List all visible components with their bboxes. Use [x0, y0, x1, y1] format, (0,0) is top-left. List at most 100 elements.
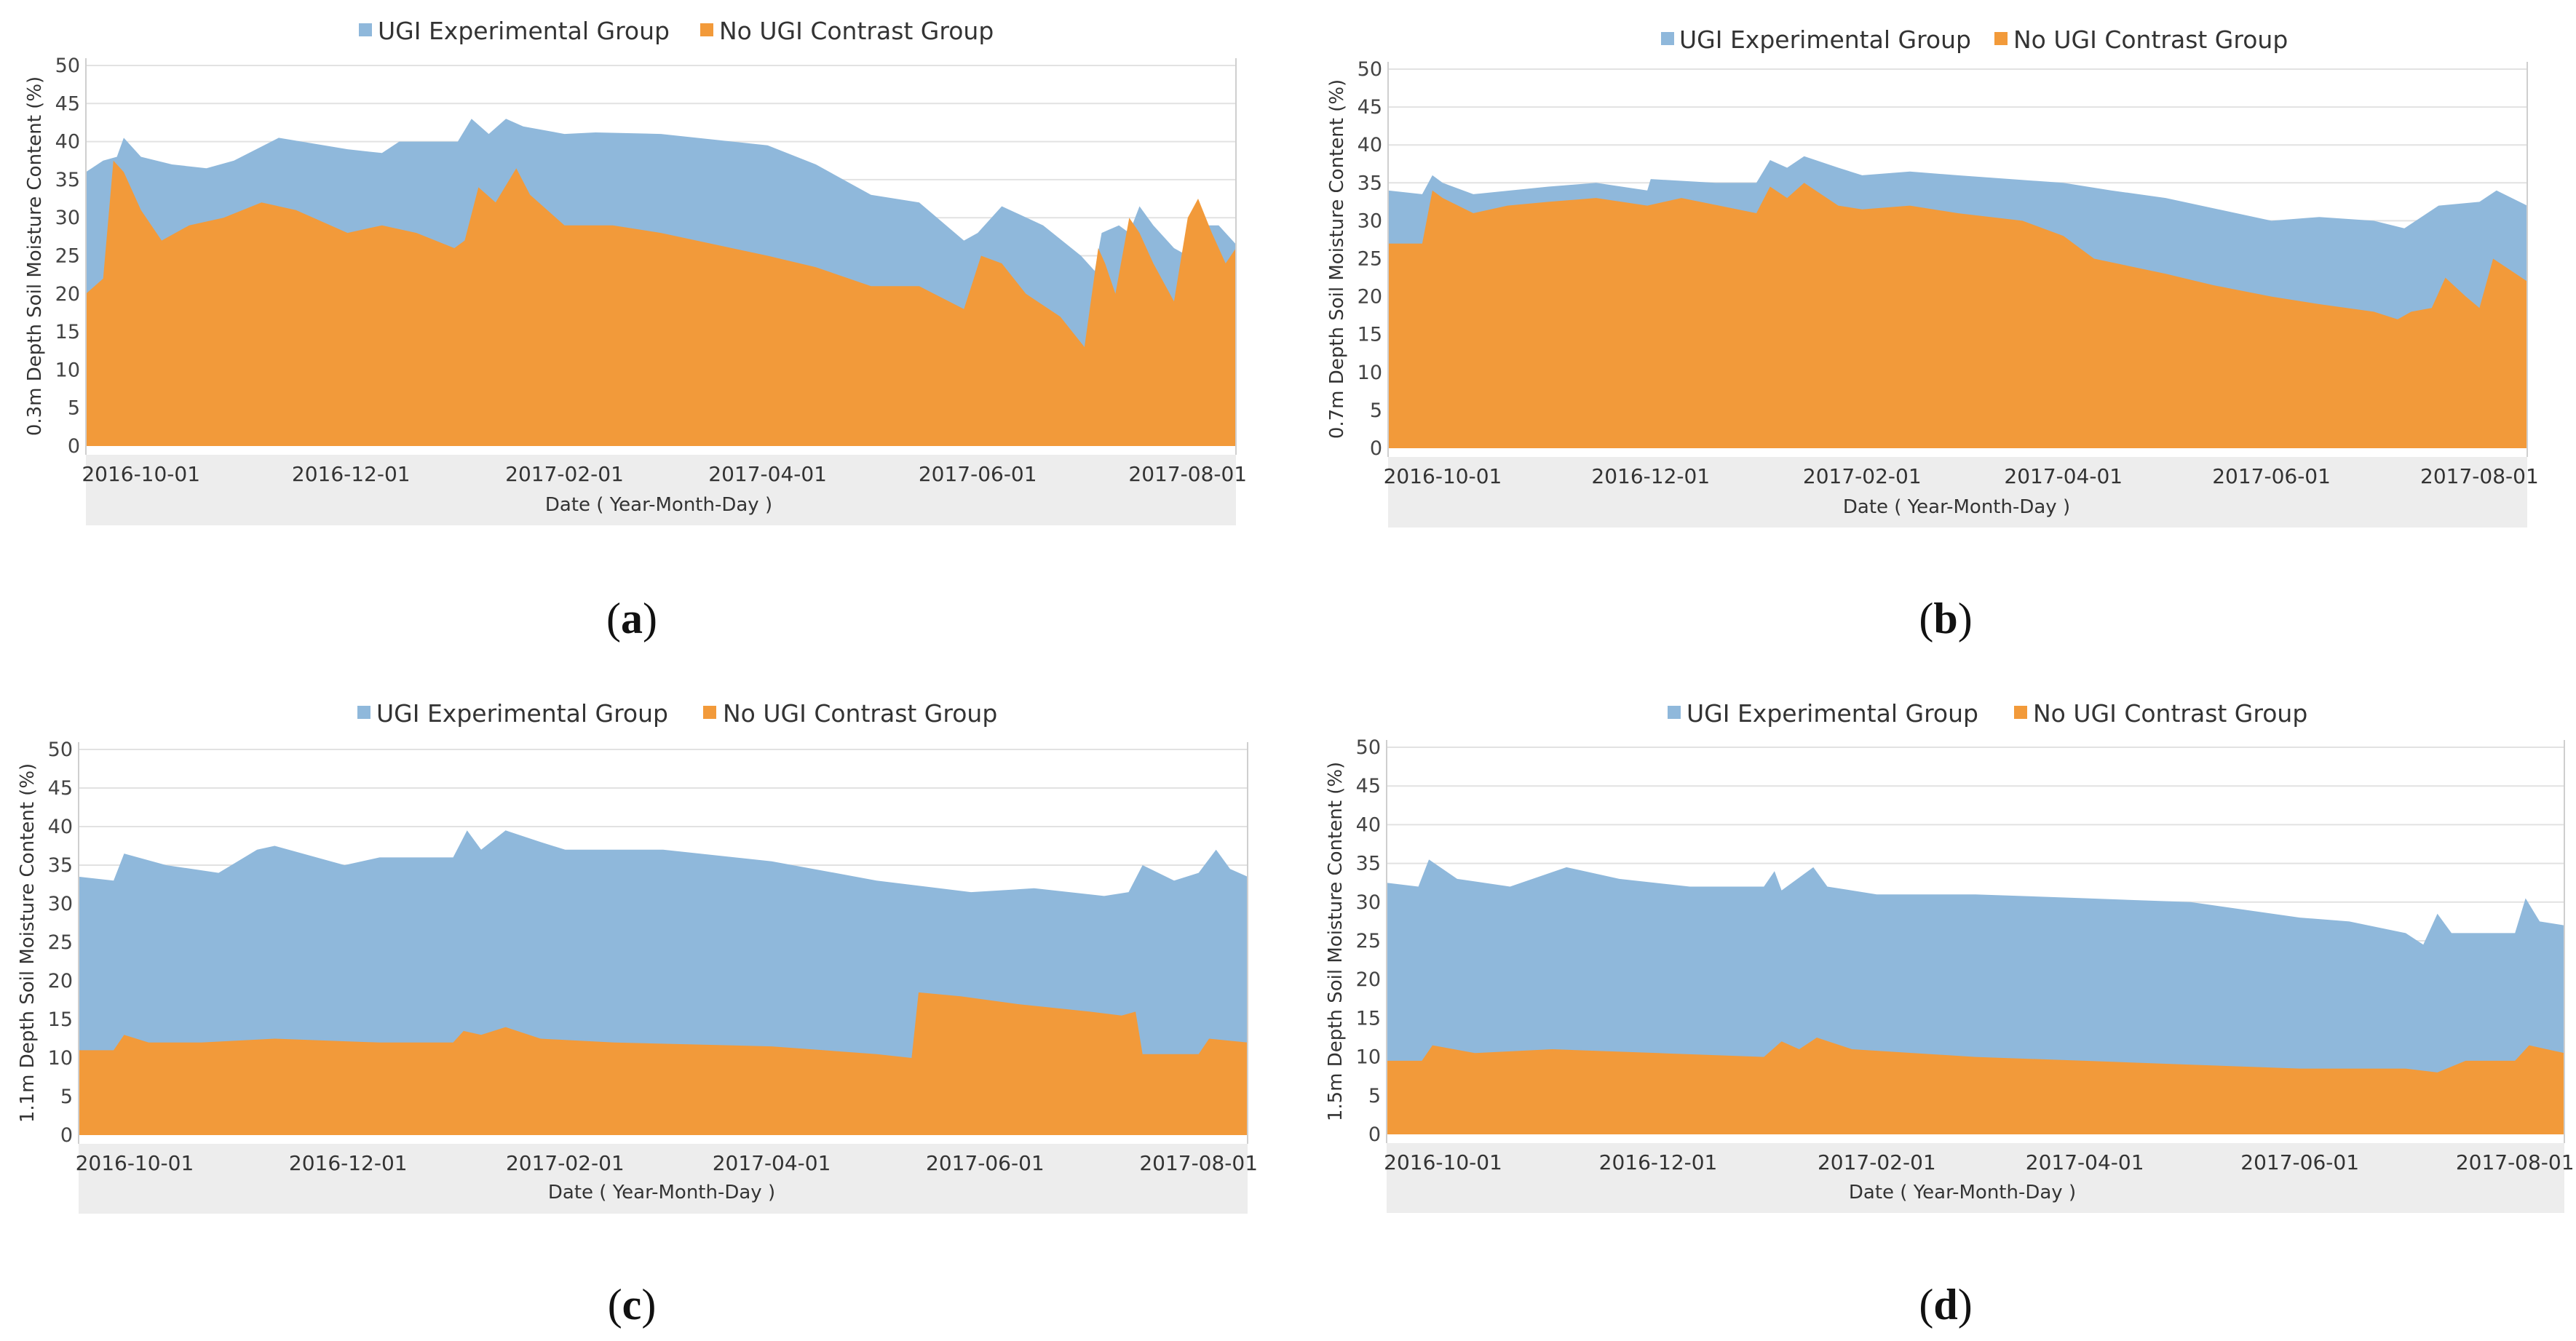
y-tick-label: 5 — [68, 397, 80, 420]
y-tick-label: 30 — [48, 893, 73, 915]
x-tick-labels: 2016-10-01 2016-12-01 2017-02-01 2017-04-01… — [82, 462, 1247, 486]
legend-label-contrast: No UGI Contrast Group — [2033, 699, 2307, 728]
area-contrast-group — [79, 992, 1248, 1135]
y-tick-label: 10 — [55, 359, 80, 381]
y-tick-labels: 0 5 10 15 20 25 30 35 40 45 50 — [48, 739, 73, 1147]
series-layer — [1387, 859, 2564, 1134]
y-axis-title: 0.7m Depth Soil Moisture Content (%) — [1326, 79, 1348, 439]
x-tick-label: 2016-10-01 — [82, 462, 200, 486]
caption-letter: a — [621, 594, 643, 642]
y-tick-label: 0 — [68, 435, 80, 458]
series-layer — [79, 830, 1248, 1135]
y-tick-label: 40 — [1358, 134, 1382, 156]
y-tick-label: 25 — [48, 931, 73, 954]
y-tick-label: 45 — [48, 777, 73, 800]
y-tick-label: 0 — [1370, 437, 1382, 460]
y-tick-label: 15 — [55, 321, 80, 343]
x-tick-label: 2017-02-01 — [506, 1151, 625, 1175]
x-tick-label: 2017-08-01 — [1139, 1151, 1258, 1175]
legend-swatch-contrast — [2014, 706, 2027, 719]
y-tick-label: 10 — [48, 1047, 73, 1070]
x-tick-label: 2017-08-01 — [2456, 1150, 2575, 1174]
caption-d: (d) — [1919, 1281, 1972, 1329]
y-tick-label: 20 — [1358, 286, 1382, 309]
legend-label-experimental: UGI Experimental Group — [1687, 699, 1978, 728]
x-tick-label: 2016-12-01 — [1599, 1150, 1718, 1174]
caption-letter: d — [1933, 1281, 1957, 1329]
panel-b: UGI Experimental Group No UGI Contrast G… — [1326, 25, 2539, 642]
panel-c: UGI Experimental Group No UGI Contrast G… — [17, 699, 1258, 1329]
series-layer — [1388, 156, 2527, 449]
y-tick-label: 45 — [1356, 775, 1381, 797]
x-tick-label: 2016-12-01 — [289, 1151, 408, 1175]
x-tick-label: 2016-12-01 — [292, 462, 411, 486]
y-tick-label: 15 — [48, 1008, 73, 1031]
y-tick-label: 30 — [55, 207, 80, 229]
y-tick-label: 35 — [1356, 853, 1381, 875]
y-tick-label: 40 — [55, 131, 80, 154]
legend-label-experimental: UGI Experimental Group — [1679, 25, 1971, 54]
y-tick-label: 10 — [1356, 1046, 1381, 1069]
x-tick-labels: 2016-10-01 2016-12-01 2017-02-01 2017-04-01… — [76, 1151, 1258, 1175]
y-tick-label: 5 — [1370, 399, 1382, 422]
x-axis-title: Date ( Year-Month-Day ) — [545, 494, 772, 516]
x-tick-label: 2017-08-01 — [1128, 462, 1247, 486]
y-tick-label: 35 — [55, 169, 80, 191]
y-tick-label: 0 — [60, 1124, 73, 1147]
x-tick-label: 2017-04-01 — [708, 462, 827, 486]
x-axis-title: Date ( Year-Month-Day ) — [548, 1182, 775, 1203]
area-contrast-group — [1388, 183, 2527, 449]
x-tick-label: 2017-06-01 — [926, 1151, 1045, 1175]
legend-swatch-experimental — [1661, 32, 1674, 45]
area-contrast-group — [1387, 1038, 2564, 1134]
y-tick-label: 5 — [1368, 1085, 1381, 1107]
legend-swatch-experimental — [359, 23, 372, 36]
x-tick-label: 2016-10-01 — [1384, 464, 1502, 488]
x-axis-band — [79, 1144, 1248, 1214]
y-tick-label: 50 — [1358, 58, 1382, 81]
x-axis-band — [86, 455, 1236, 525]
y-tick-labels: 0 5 10 15 20 25 30 35 40 45 50 — [1358, 58, 1382, 460]
y-tick-label: 0 — [1368, 1123, 1381, 1146]
y-tick-label: 50 — [55, 55, 80, 77]
y-tick-label: 30 — [1358, 210, 1382, 232]
x-axis-band — [1388, 457, 2527, 528]
y-axis-title: 1.5m Depth Soil Moisture Content (%) — [1325, 762, 1347, 1121]
y-tick-label: 35 — [1358, 172, 1382, 194]
y-tick-label: 25 — [1358, 248, 1382, 271]
y-tick-label: 40 — [48, 816, 73, 838]
x-tick-labels: 2016-10-01 2016-12-01 2017-02-01 2017-04-01… — [1384, 464, 2539, 488]
x-tick-label: 2017-02-01 — [505, 462, 624, 486]
legend-swatch-contrast — [700, 23, 713, 36]
x-axis-title: Date ( Year-Month-Day ) — [1843, 496, 2070, 518]
y-tick-label: 15 — [1356, 1007, 1381, 1030]
y-tick-label: 25 — [1356, 930, 1381, 952]
y-tick-label: 40 — [1356, 813, 1381, 836]
legend-label-contrast: No UGI Contrast Group — [723, 699, 997, 728]
y-tick-label: 30 — [1356, 891, 1381, 914]
y-tick-label: 5 — [60, 1086, 73, 1108]
series-layer — [86, 119, 1236, 447]
y-tick-labels: 0 5 10 15 20 25 30 35 40 45 50 — [55, 55, 80, 458]
panel-a: UGI Experimental Group No UGI Contrast G… — [24, 17, 1247, 642]
x-tick-label: 2017-02-01 — [1818, 1150, 1936, 1174]
y-tick-label: 50 — [48, 739, 73, 761]
x-axis-title: Date ( Year-Month-Day ) — [1849, 1182, 2076, 1203]
y-tick-label: 35 — [48, 854, 73, 877]
x-tick-label: 2017-06-01 — [2240, 1150, 2359, 1174]
legend-swatch-contrast — [1994, 32, 2008, 45]
x-tick-labels: 2016-10-01 2016-12-01 2017-02-01 2017-04-01… — [1384, 1150, 2574, 1174]
y-tick-label: 20 — [55, 283, 80, 306]
y-tick-label: 50 — [1356, 736, 1381, 759]
x-tick-label: 2016-10-01 — [1384, 1150, 1502, 1174]
y-tick-labels: 0 5 10 15 20 25 30 35 40 45 50 — [1356, 736, 1381, 1146]
caption-letter: c — [622, 1281, 642, 1329]
caption-letter: b — [1933, 594, 1957, 642]
legend-label-contrast: No UGI Contrast Group — [2013, 25, 2288, 54]
x-tick-label: 2016-10-01 — [76, 1151, 194, 1175]
y-tick-label: 45 — [1358, 96, 1382, 119]
legend-label-experimental: UGI Experimental Group — [376, 699, 668, 728]
panel-d: UGI Experimental Group No UGI Contrast G… — [1325, 699, 2575, 1329]
x-tick-label: 2016-12-01 — [1591, 464, 1710, 488]
